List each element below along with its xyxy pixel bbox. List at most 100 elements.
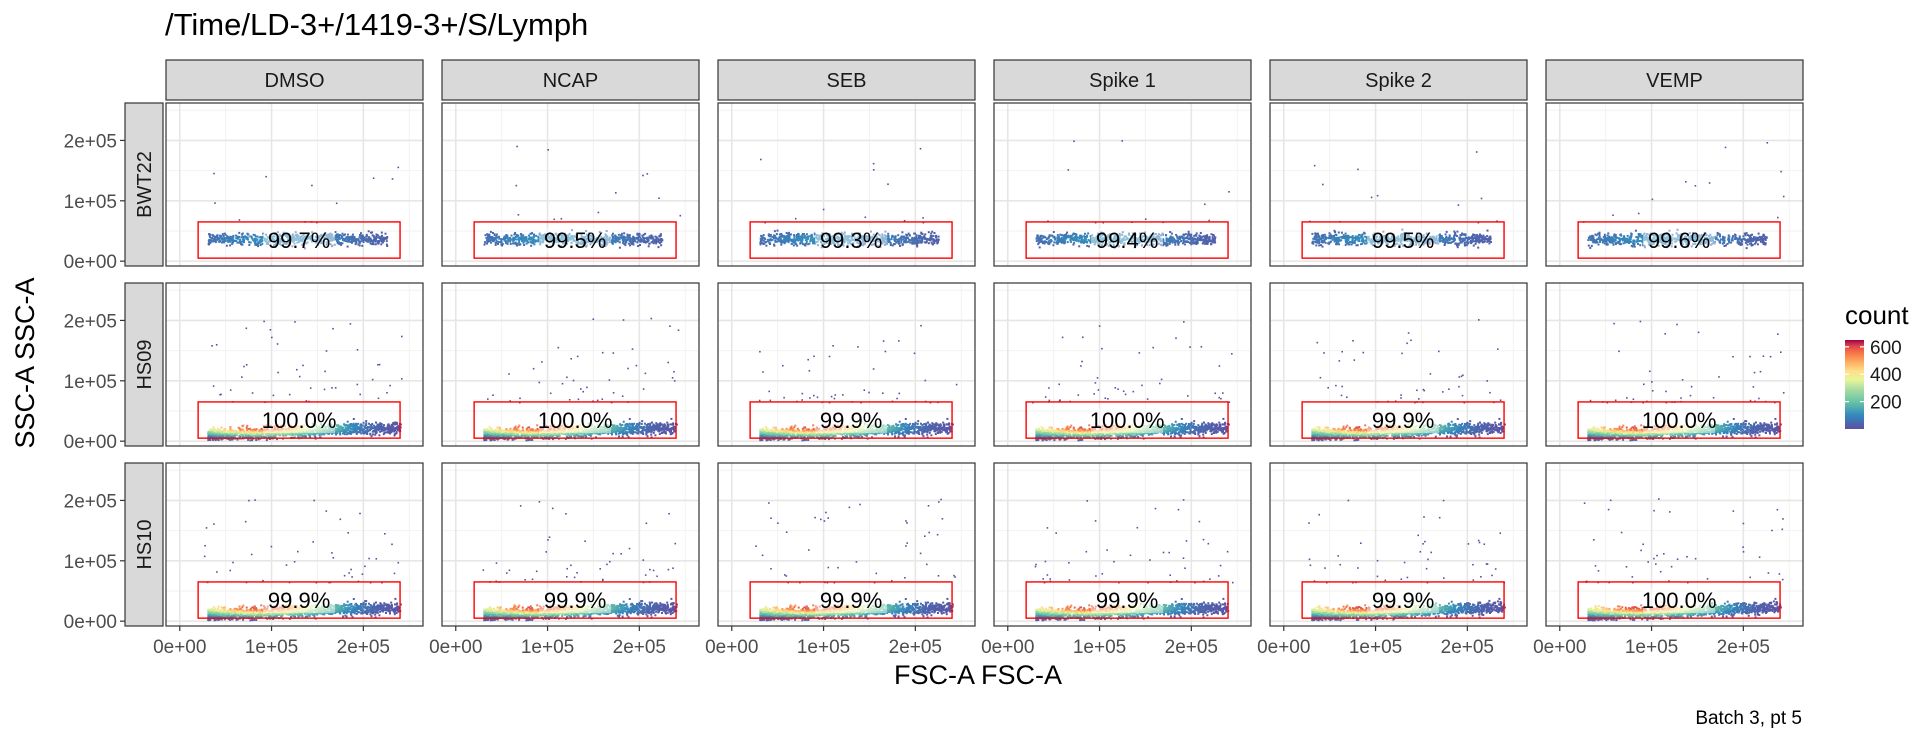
event-point	[918, 236, 920, 238]
event-point	[1053, 231, 1055, 233]
event-point	[1318, 244, 1320, 246]
event-point	[222, 233, 224, 235]
event-point	[498, 238, 500, 240]
event-point	[235, 240, 237, 242]
event-point	[250, 236, 252, 238]
event-point	[224, 239, 226, 241]
event-point	[651, 236, 653, 238]
event-point	[652, 240, 654, 242]
event-point	[1762, 241, 1764, 243]
event-point	[934, 232, 936, 234]
event-point	[920, 233, 922, 235]
event-point	[1206, 237, 1208, 239]
event-point	[1487, 238, 1489, 240]
event-point	[906, 234, 908, 236]
event-point	[1471, 236, 1473, 238]
outlier-point	[1322, 184, 1324, 186]
outlier-point	[265, 176, 267, 178]
event-point	[937, 242, 939, 244]
event-point	[772, 239, 774, 241]
event-point	[1637, 236, 1639, 238]
event-point	[655, 240, 657, 242]
event-point	[909, 242, 911, 244]
event-point	[1446, 237, 1448, 239]
outlier-point	[865, 217, 867, 219]
event-point	[802, 237, 804, 239]
event-point	[1627, 235, 1629, 237]
event-point	[1348, 243, 1350, 245]
event-point	[261, 241, 263, 243]
event-point	[921, 240, 923, 242]
event-point	[338, 242, 340, 244]
event-point	[347, 421, 349, 423]
event-point	[1066, 232, 1068, 234]
event-point	[495, 244, 497, 246]
event-point	[1183, 241, 1185, 243]
outlier-point	[553, 219, 555, 221]
event-point	[1318, 241, 1320, 243]
event-point	[804, 235, 806, 237]
event-point	[1213, 235, 1215, 237]
event-point	[1723, 242, 1725, 244]
event-point	[1639, 244, 1641, 246]
event-point	[352, 234, 354, 236]
event-point	[637, 245, 639, 247]
event-point	[1209, 240, 1211, 242]
event-point	[210, 239, 212, 241]
event-point	[238, 242, 240, 244]
event-point	[1061, 242, 1063, 244]
event-point	[243, 240, 245, 242]
event-point	[1449, 239, 1451, 241]
event-point	[386, 237, 388, 239]
event-point	[1717, 239, 1719, 241]
event-point	[1339, 237, 1341, 239]
event-point	[1315, 234, 1317, 236]
event-point	[510, 243, 512, 245]
event-point	[1311, 233, 1313, 235]
event-point	[1316, 239, 1318, 241]
event-point	[487, 237, 489, 239]
column-strip-label: Spike 2	[1365, 70, 1432, 92]
outlier-point	[658, 197, 660, 199]
event-point	[353, 240, 355, 242]
event-point	[1455, 242, 1457, 244]
event-point	[1639, 240, 1641, 242]
event-point	[1763, 243, 1765, 245]
event-point	[1078, 237, 1080, 239]
gate-percent-label: 99.7%	[268, 228, 330, 253]
event-point	[528, 238, 530, 240]
event-point	[1324, 234, 1326, 236]
event-point	[924, 241, 926, 243]
event-point	[1734, 236, 1736, 238]
event-point	[1051, 235, 1053, 237]
event-point	[643, 237, 645, 239]
event-point	[489, 240, 491, 242]
event-point	[935, 236, 937, 238]
event-point	[1171, 233, 1173, 235]
event-point	[229, 426, 231, 428]
event-point	[526, 240, 528, 242]
column-strip-label: NCAP	[543, 70, 599, 92]
event-point	[1078, 245, 1080, 247]
event-point	[1334, 231, 1336, 233]
event-point	[1195, 238, 1197, 240]
event-point	[355, 241, 357, 243]
event-point	[1335, 238, 1337, 240]
event-point	[260, 244, 262, 246]
event-point	[898, 240, 900, 242]
event-point	[623, 237, 625, 239]
outlier-point	[1204, 204, 1206, 206]
outlier-point	[214, 202, 216, 204]
event-point	[516, 243, 518, 245]
event-point	[380, 243, 382, 245]
event-point	[619, 241, 621, 243]
event-point	[1466, 241, 1468, 243]
event-point	[779, 236, 781, 238]
event-point	[646, 238, 648, 240]
event-point	[1165, 234, 1167, 236]
event-point	[1356, 238, 1358, 240]
event-point	[1211, 233, 1213, 235]
event-point	[1088, 245, 1090, 247]
event-point	[1444, 243, 1446, 245]
event-point	[220, 235, 222, 237]
